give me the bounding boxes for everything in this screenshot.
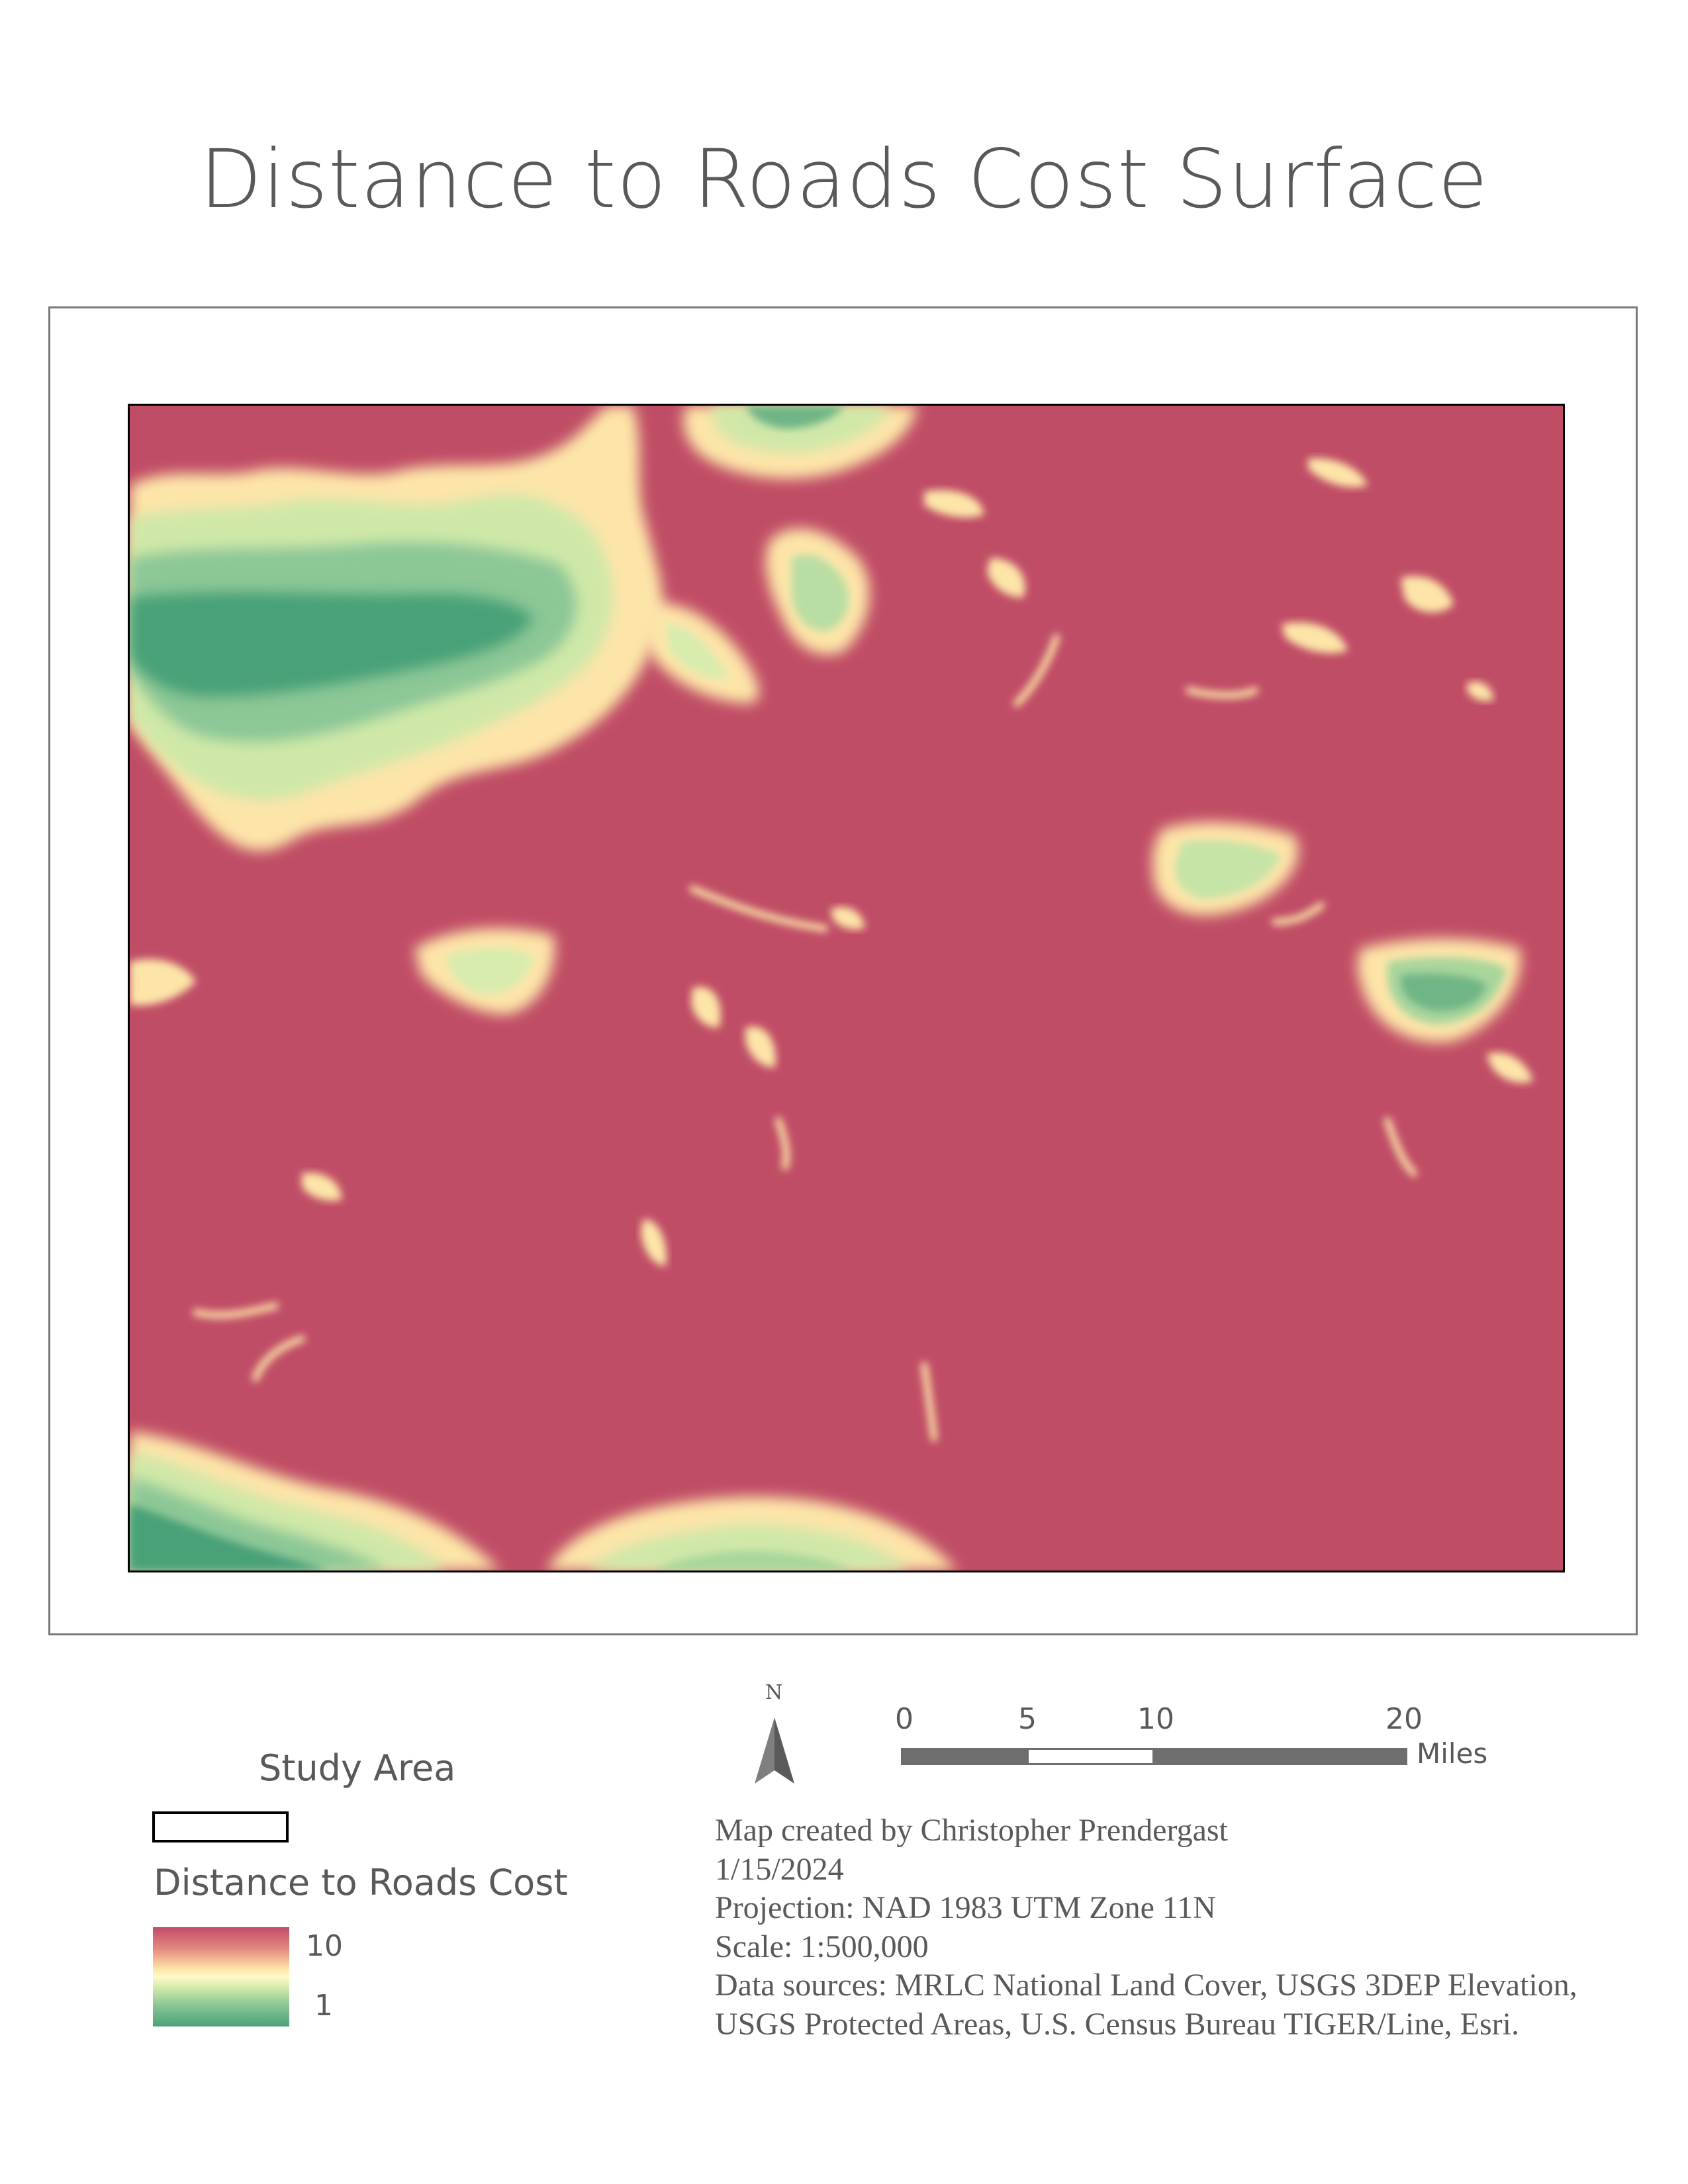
road-proximity-streaks (193, 634, 1417, 1441)
north-arrow-label: N (765, 1681, 783, 1704)
north-arrow-icon (755, 1717, 794, 1784)
legend-study-area-swatch (152, 1811, 289, 1843)
sw-low-cost-zone (130, 1432, 500, 1570)
legend-color-ramp (153, 1927, 289, 2026)
metadata-author: Map created by Christopher Prendergast (715, 1813, 1228, 1848)
metadata-sources-1: Data sources: MRLC National Land Cover, … (715, 1968, 1577, 2003)
scale-tick-0: 0 (895, 1702, 914, 1736)
scale-tick-10: 10 (1137, 1702, 1174, 1736)
scale-tick-20: 20 (1385, 1702, 1423, 1736)
scale-units: Miles (1417, 1737, 1488, 1770)
metadata-projection: Projection: NAD 1983 UTM Zone 11N (715, 1890, 1216, 1925)
legend-study-area-label: Study Area (259, 1747, 456, 1789)
n-low-cost-zone (683, 406, 917, 479)
legend-high-value: 10 (306, 1929, 343, 1963)
scale-bar-segment-2 (1027, 1748, 1154, 1765)
metadata-scale: Scale: 1:500,000 (715, 1929, 929, 1964)
cost-surface-raster (130, 406, 1563, 1570)
central-low-cost-patch (641, 528, 870, 704)
s-low-cost-zone (547, 1496, 957, 1570)
metadata-date: 1/15/2024 (715, 1851, 844, 1887)
layout-frame (48, 306, 1638, 1635)
legend-low-value: 1 (314, 1989, 333, 2023)
scale-bar-segment-1 (901, 1748, 1029, 1765)
metadata-sources-2: USGS Protected Areas, U.S. Census Bureau… (715, 2006, 1519, 2042)
scale-tick-5: 5 (1018, 1702, 1037, 1736)
scale-bar-segment-3 (1152, 1748, 1407, 1765)
legend-cost-label: Distance to Roads Cost (154, 1862, 568, 1903)
east-low-cost-patches (924, 458, 1533, 1083)
nw-low-cost-zone (130, 406, 663, 851)
map-metadata: Map created by Christopher Prendergast 1… (715, 1811, 1577, 2044)
map-title: Distance to Roads Cost Surface (199, 132, 1489, 226)
map-view[interactable] (128, 404, 1565, 1572)
west-low-cost-patches (130, 907, 865, 1266)
